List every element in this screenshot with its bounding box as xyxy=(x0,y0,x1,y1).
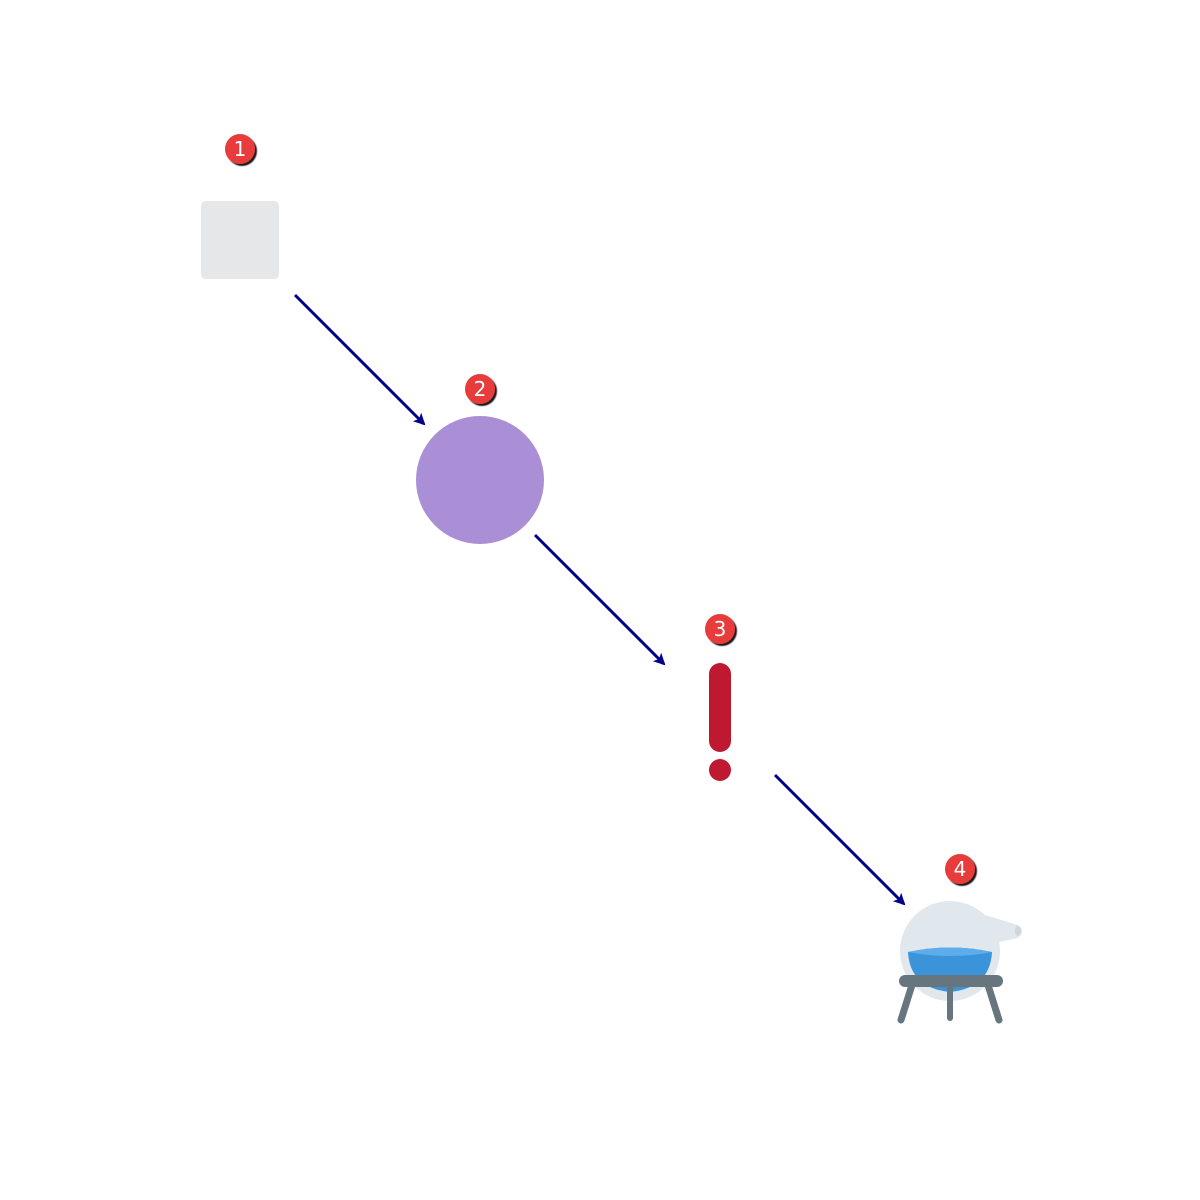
alembic-icon xyxy=(897,901,1022,1024)
step-3: 3 xyxy=(705,614,735,781)
badge-1: 1 xyxy=(225,134,255,164)
step-1: 1 xyxy=(201,134,279,279)
arrow-3-to-4 xyxy=(773,773,906,906)
arrow-2-to-3 xyxy=(533,533,666,666)
arrow-1-to-2 xyxy=(293,293,426,426)
badge-3-label: 3 xyxy=(714,617,727,641)
purple-circle-icon xyxy=(416,416,544,544)
badge-2: 2 xyxy=(465,374,495,404)
step-2: 2 xyxy=(416,374,544,544)
badge-3: 3 xyxy=(705,614,735,644)
badge-4-label: 4 xyxy=(954,857,967,881)
step-4: 4 xyxy=(897,854,1022,1024)
badge-2-label: 2 xyxy=(474,377,487,401)
white-square-icon xyxy=(201,201,279,279)
badge-1-label: 1 xyxy=(234,137,247,161)
red-exclamation-mark-icon xyxy=(709,663,731,781)
badge-4: 4 xyxy=(945,854,975,884)
